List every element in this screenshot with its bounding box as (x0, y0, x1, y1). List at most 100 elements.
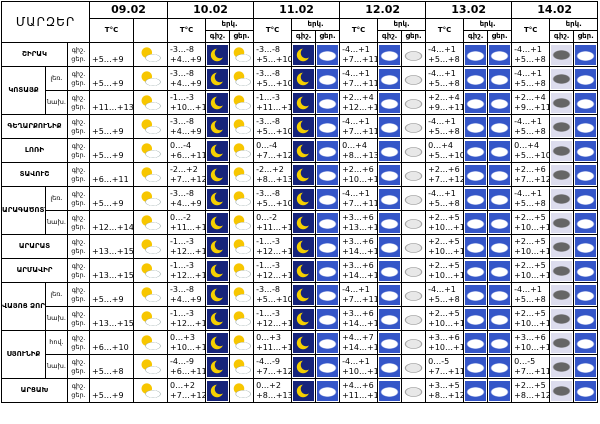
day-temp: +11…+13 (256, 102, 291, 112)
night-label: գիշ. (71, 189, 86, 198)
temp-blank (92, 45, 133, 55)
time-labels: գիշ. ցեր. (66, 186, 91, 211)
weather-icon (207, 116, 229, 137)
time-labels: գիշ. ցեր. (66, 282, 91, 307)
day-label: ցեր. (71, 174, 86, 183)
night-temp: 0…+3 (170, 332, 195, 342)
weather-icon (231, 380, 253, 401)
temp-cell: +13…+15 (89, 258, 135, 283)
weather-icon (135, 116, 167, 137)
weather-icon (575, 332, 597, 353)
icon-cell (573, 234, 599, 259)
weather-icon (403, 356, 425, 377)
day-temp: +13…+15 (92, 318, 134, 328)
icon-cell (377, 186, 403, 211)
icon-cell (573, 138, 599, 163)
weather-icon (489, 92, 511, 113)
day-temp: +5…+9 (92, 390, 124, 400)
day-temp: +4…+9 (170, 54, 202, 64)
weather-icon (551, 236, 573, 257)
icon-cell (315, 210, 341, 235)
night-temp: -4…+1 (342, 188, 370, 198)
sub-region: հով. (45, 330, 68, 355)
temp-cell: 0…+2 +8…+13 (253, 378, 293, 403)
date-header: 13.02 (425, 1, 513, 19)
weather-icon (207, 356, 229, 377)
night-temp: +2…+6 (342, 164, 374, 174)
icon-cell (377, 162, 403, 187)
weather-icon (317, 92, 339, 113)
night-temp: 0…-2 (256, 212, 278, 222)
weather-icon (403, 44, 425, 65)
weather-icon (293, 164, 315, 185)
region-row: ԱՐԱԳԱԾՈՏՆ լեռ. գիշ. ցեր. +5…+9 -3…-8 +4…+9 -3…… (1, 186, 599, 235)
weather-icon (465, 44, 487, 65)
weather-icon (551, 332, 573, 353)
night-temp: +2…+5 (514, 260, 546, 270)
weather-icon (403, 116, 425, 137)
weather-icon (317, 68, 339, 89)
icon-cell (377, 258, 403, 283)
weather-icon (551, 116, 573, 137)
weather-icon (231, 68, 253, 89)
day-temp: +12…+14 (256, 246, 291, 256)
weather-icon (379, 164, 401, 185)
icon-cell (133, 306, 169, 331)
temp-cell: -4…+1 +7…+11 (339, 42, 379, 67)
day-temp: +5…+8 (514, 54, 546, 64)
night-temp: -4…-9 (170, 356, 194, 366)
day-temp: +7…+12 (170, 390, 206, 400)
weather-icon (403, 212, 425, 233)
day-temp: +10…+12 (514, 270, 549, 280)
day-label: ցեր. (71, 198, 86, 207)
icon-cell (463, 354, 489, 379)
weather-icon (135, 212, 167, 233)
night-temp: -4…+1 (514, 188, 542, 198)
icon-cell (573, 210, 599, 235)
night-temp: -4…+1 (428, 68, 456, 78)
day-temp: +5…+8 (428, 54, 460, 64)
icon-cell (315, 234, 341, 259)
icon-cell (205, 186, 231, 211)
weather-icon (231, 188, 253, 209)
weather-icon (207, 260, 229, 281)
day-temp: +12…+14 (170, 246, 205, 256)
region-row: նախ.գիշ.ցեր. +11…+13-1…-3+10…+12-1…-3+11… (2, 90, 599, 115)
day-temp: +10…+14 (170, 342, 205, 352)
weather-icon (317, 236, 339, 257)
weather-icon (403, 380, 425, 401)
icon-cell (291, 234, 317, 259)
weather-icon (403, 188, 425, 209)
weather-icon (207, 44, 229, 65)
time-labels: գիշ. ցեր. (66, 378, 91, 403)
icon-cell (315, 90, 341, 115)
icon-cell (229, 90, 255, 115)
temp-cell: -2…+2 +8…+13 (253, 162, 293, 187)
day-label: ցեր. (71, 318, 86, 327)
night-temp: -4…+1 (428, 44, 456, 54)
day-temp: +11…+13 (92, 102, 134, 112)
icon-cell (401, 66, 427, 91)
day-temp: +5…+10 (428, 150, 464, 160)
weather-icon (465, 260, 487, 281)
icon-cell (133, 330, 169, 355)
weather-icon (465, 140, 487, 161)
icon-cell (133, 90, 169, 115)
temp-blank (92, 141, 133, 151)
weather-icon (489, 284, 511, 305)
temp-cell: +11…+13 (89, 90, 135, 115)
day-temp: +7…+11 (428, 366, 464, 376)
day-temp: +5…+8 (92, 366, 124, 376)
temp-cell: -3…-8 +4…+9 (167, 114, 207, 139)
time-labels: գիշ. ցեր. (66, 114, 91, 139)
night-temp: +4…+6 (342, 380, 374, 390)
temp-cell: +2…+5+10…+12 (425, 306, 465, 331)
temp-cell: +3…+5 +8…+12 (425, 378, 465, 403)
day-temp: +12…+14 (92, 222, 134, 232)
day-temp: +5…+10 (514, 150, 550, 160)
date-header: 09.02 (89, 1, 169, 19)
icon-cell (205, 162, 231, 187)
weather-icon (207, 68, 229, 89)
weather-icon (231, 140, 253, 161)
